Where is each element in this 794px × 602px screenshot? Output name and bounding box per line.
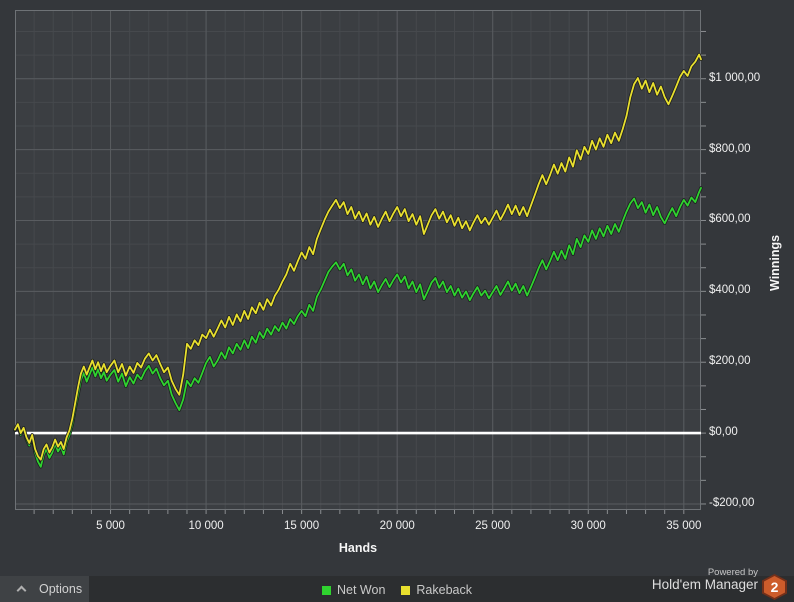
- chart-plot-area: [13, 10, 706, 514]
- y-axis-title: Winnings: [768, 234, 782, 291]
- series-line-rakeback: [14, 53, 702, 461]
- chevron-up-icon: [16, 585, 27, 596]
- legend-label: Net Won: [337, 583, 386, 597]
- x-axis-title: Hands: [338, 541, 378, 555]
- powered-by-branding: Powered by Hold'em Manager: [651, 567, 758, 593]
- x-tick-label: 10 000: [188, 520, 224, 532]
- x-tick-label: 35 000: [666, 520, 702, 532]
- bottom-bar: [0, 576, 794, 602]
- powered-by-text: Powered by: [707, 567, 758, 578]
- options-button-label: Options: [39, 581, 83, 596]
- chart-legend: Net Won Rakeback: [0, 579, 794, 601]
- y-tick-label: $800,00: [709, 142, 751, 155]
- hm2-badge-number: 2: [764, 576, 785, 598]
- x-tick-label: 5 000: [96, 520, 125, 532]
- legend-item-net-won[interactable]: Net Won: [322, 583, 385, 597]
- series-line-rakeback: [13, 52, 703, 462]
- plot-border: [15, 10, 701, 510]
- y-tick-label: $200,00: [709, 355, 751, 368]
- x-tick-label: 25 000: [475, 520, 511, 532]
- legend-label: Rakeback: [416, 583, 472, 597]
- y-tick-label: $1 000,00: [709, 71, 761, 84]
- x-tick-label: 30 000: [570, 520, 606, 532]
- y-tick-label: -$200,00: [709, 496, 755, 509]
- x-tick-label: 20 000: [379, 520, 415, 532]
- series-line-net-won: [13, 186, 703, 469]
- rakeback-swatch-icon: [401, 585, 411, 595]
- options-button[interactable]: Options: [0, 576, 89, 602]
- y-tick-label: $600,00: [709, 213, 751, 226]
- series-line-net-won: [14, 186, 702, 468]
- y-tick-label: $400,00: [709, 284, 751, 297]
- legend-item-rakeback[interactable]: Rakeback: [401, 583, 472, 597]
- net-won-swatch-icon: [322, 585, 331, 595]
- winnings-graph: [13, 10, 706, 514]
- product-name: Hold'em Manager: [651, 577, 758, 593]
- x-tick-label: 15 000: [284, 520, 320, 532]
- y-tick-label: $0,00: [709, 426, 738, 439]
